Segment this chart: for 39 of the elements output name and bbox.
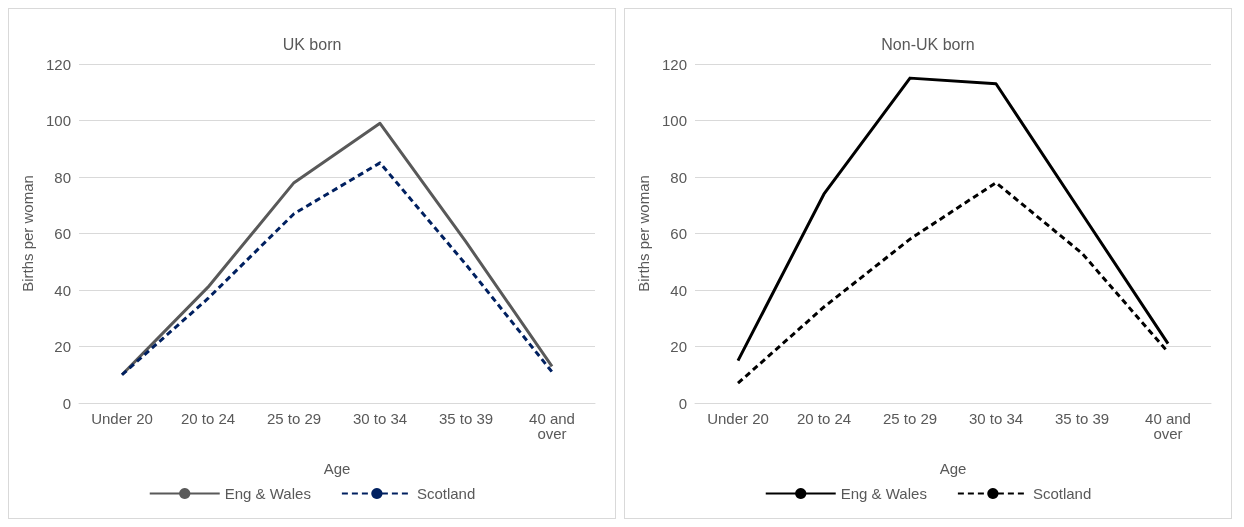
y-tick-label: 100 bbox=[661, 112, 687, 129]
x-tick-label: 20 to 24 bbox=[180, 410, 236, 427]
x-tick-label: 25 to 29 bbox=[882, 410, 938, 427]
x-tick-label: 35 to 39 bbox=[438, 410, 494, 427]
y-tick-label: 0 bbox=[62, 394, 71, 412]
x-tick-label: 35 to 39 bbox=[1054, 410, 1110, 427]
line-series bbox=[736, 76, 1170, 363]
x-axis-title: Age bbox=[939, 460, 967, 477]
x-tick-label: Under 20 bbox=[91, 410, 153, 427]
x-tick-label: 40 and over bbox=[1145, 410, 1191, 442]
x-tick-label: Under 20 bbox=[707, 410, 769, 427]
x-axis-title: Age bbox=[323, 460, 351, 477]
y-tick-label: 80 bbox=[670, 168, 687, 186]
y-tick-label: 0 bbox=[678, 394, 687, 412]
legend-label: Eng & Wales bbox=[224, 485, 311, 502]
y-tick-label: 60 bbox=[670, 225, 687, 242]
y-axis-title: Births per woman bbox=[635, 175, 653, 292]
legend-label: Eng & Wales bbox=[840, 485, 927, 502]
x-tick-label: 30 to 34 bbox=[968, 410, 1024, 427]
y-tick-label: 20 bbox=[670, 338, 687, 355]
y-tick-label: 40 bbox=[54, 281, 71, 299]
y-tick-label: 60 bbox=[54, 225, 71, 242]
y-tick-label: 80 bbox=[54, 168, 71, 186]
y-tick-label: 100 bbox=[45, 112, 71, 129]
line-series bbox=[120, 161, 554, 377]
y-tick-label: 120 bbox=[45, 55, 71, 73]
x-tick-label: 40 and over bbox=[529, 410, 575, 442]
chart-title: UK born bbox=[282, 35, 342, 53]
y-axis-title: Births per woman bbox=[19, 175, 37, 292]
y-tick-label: 120 bbox=[661, 55, 687, 73]
x-tick-label: 25 to 29 bbox=[266, 410, 322, 427]
y-tick-label: 40 bbox=[670, 281, 687, 299]
legend-label: Scotland bbox=[416, 485, 476, 502]
chart-title: Non-UK born bbox=[881, 35, 975, 53]
x-tick-label: 20 to 24 bbox=[796, 410, 852, 427]
line-series bbox=[736, 181, 1170, 385]
legend-label: Scotland bbox=[1032, 485, 1092, 502]
y-tick-label: 20 bbox=[54, 338, 71, 355]
x-tick-label: 30 to 34 bbox=[352, 410, 408, 427]
